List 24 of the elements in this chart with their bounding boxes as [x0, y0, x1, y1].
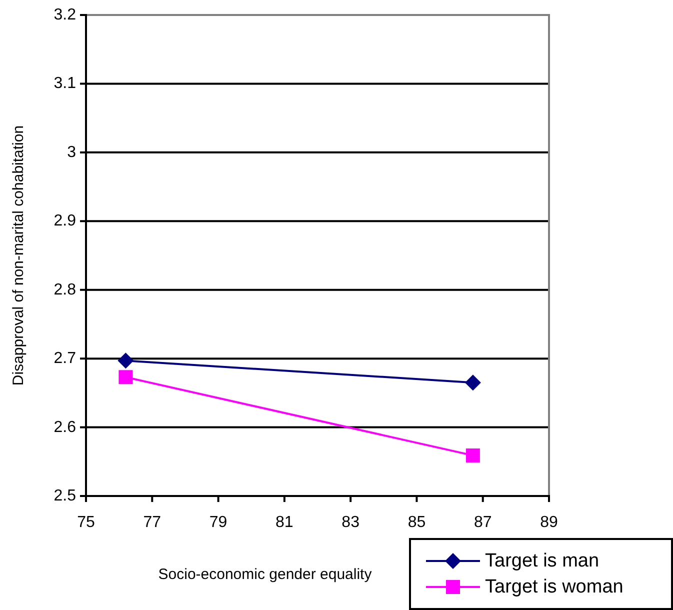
point — [118, 370, 133, 384]
x-tick-label: 79 — [209, 514, 228, 531]
x-tick-label: 75 — [77, 514, 95, 531]
x-tick-label: 89 — [540, 514, 558, 531]
y-tick-label: 2.9 — [54, 212, 76, 230]
point — [118, 352, 134, 369]
x-tick-label: 85 — [408, 514, 426, 531]
point — [464, 374, 481, 391]
y-tick-label: 2.6 — [54, 418, 76, 436]
y-tick-label: 2.7 — [54, 350, 76, 368]
x-tick-label: 77 — [143, 514, 162, 531]
legend-label: Target is woman — [485, 576, 624, 598]
point — [466, 448, 480, 462]
y-tick-label: 2.5 — [54, 488, 76, 504]
x-tick-label: 87 — [474, 514, 492, 531]
y-tick-label: 2.8 — [54, 281, 76, 298]
x-axis-title: Socio-economic gender equality — [158, 566, 372, 583]
legend-label: Target is man — [485, 550, 600, 572]
y-axis-title: Disapproval of non-marital cohabitation — [10, 125, 27, 386]
x-tick-label: 83 — [342, 514, 360, 531]
x-tick-label: 81 — [276, 514, 294, 531]
y-tick-label: 3.1 — [54, 75, 76, 92]
y-tick-label: 3.2 — [54, 6, 76, 24]
y-tick-label: 3 — [67, 144, 76, 161]
